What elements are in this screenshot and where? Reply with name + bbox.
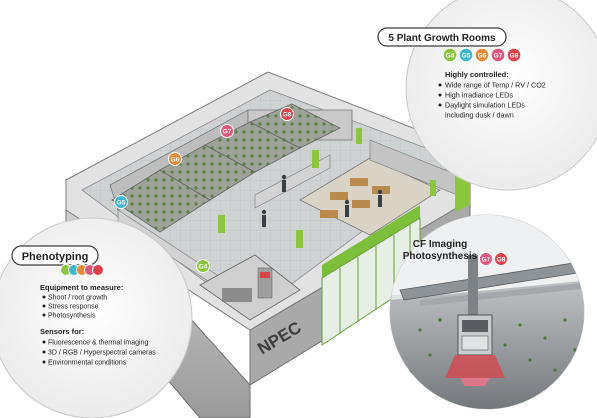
- phenotyping-title: Phenotyping: [22, 251, 89, 263]
- svg-text:Photosynthesis: Photosynthesis: [48, 313, 96, 320]
- people: [261, 174, 383, 227]
- sensors-list: Fluorescence & thermal imaging 3D / RGB …: [42, 340, 156, 367]
- equipment-list: Shoot / root growth Stress response Phot…: [42, 295, 107, 320]
- phenotyping-dots: [60, 264, 104, 276]
- cf-imaging-title-line2: Photosynthesis: [403, 251, 478, 262]
- growth-rooms-callout: 5 Plant Growth Rooms G4 G5 G6 G7 G8 High…: [377, 0, 597, 191]
- room-marker-g7: G7: [220, 124, 234, 138]
- room-marker-g8: G8: [280, 107, 294, 121]
- svg-text:Shoot / root growth: Shoot / root growth: [48, 295, 107, 302]
- building: G5 G6 G7 G8 G4 NPEC: [65, 71, 471, 418]
- svg-text:Daylight simulation LEDs: Daylight simulation LEDs: [445, 101, 525, 110]
- svg-text:G8: G8: [510, 53, 519, 60]
- room-marker-g5: G5: [114, 195, 128, 209]
- svg-text:Environmental conditions: Environmental conditions: [48, 360, 127, 367]
- svg-text:Wide range of Temp / RV / CO2: Wide range of Temp / RV / CO2: [445, 81, 546, 90]
- svg-text:G7: G7: [494, 53, 503, 60]
- svg-text:High irradiance LEDs: High irradiance LEDs: [445, 91, 513, 100]
- phenotyping-callout: Phenotyping Equipment to measure: Shoot …: [0, 217, 193, 418]
- cf-imaging-title-line1: CF Imaging: [413, 239, 467, 250]
- svg-text:G5: G5: [462, 53, 471, 60]
- growth-rooms-subtitle: Highly controlled:: [445, 70, 509, 79]
- svg-text:G4: G4: [199, 264, 208, 271]
- sensors-heading: Sensors for:: [40, 327, 84, 336]
- growth-rooms-badges: G4 G5 G6 G7 G8: [442, 47, 522, 63]
- svg-text:G8: G8: [497, 257, 506, 264]
- svg-text:including dusk / dawn: including dusk / dawn: [445, 111, 514, 120]
- svg-text:Stress response: Stress response: [48, 304, 99, 311]
- svg-text:G6: G6: [171, 157, 180, 164]
- svg-text:G6: G6: [478, 53, 487, 60]
- lab-tables: [320, 178, 390, 218]
- growth-rooms-bullets: Wide range of Temp / RV / CO2 High irrad…: [438, 81, 546, 120]
- room-marker-g4: G4: [196, 259, 210, 273]
- room-marker-g6: G6: [168, 152, 182, 166]
- svg-text:G7: G7: [223, 129, 232, 136]
- growth-rooms-title: 5 Plant Growth Rooms: [388, 33, 496, 44]
- phenotyping-equipment: [222, 267, 273, 302]
- svg-text:G5: G5: [117, 200, 126, 207]
- cf-imaging-callout: CF Imaging Photosynthesis G7 G8: [389, 214, 585, 410]
- svg-text:3D / RGB / Hyperspectral camer: 3D / RGB / Hyperspectral cameras: [48, 350, 156, 357]
- svg-text:G8: G8: [283, 112, 292, 119]
- svg-text:G4: G4: [446, 53, 455, 60]
- equipment-heading: Equipment to measure:: [40, 283, 123, 292]
- svg-text:Fluorescence & thermal imaging: Fluorescence & thermal imaging: [48, 340, 148, 347]
- svg-text:G7: G7: [482, 257, 491, 264]
- cf-imaging-badges: G7 G8: [479, 252, 508, 266]
